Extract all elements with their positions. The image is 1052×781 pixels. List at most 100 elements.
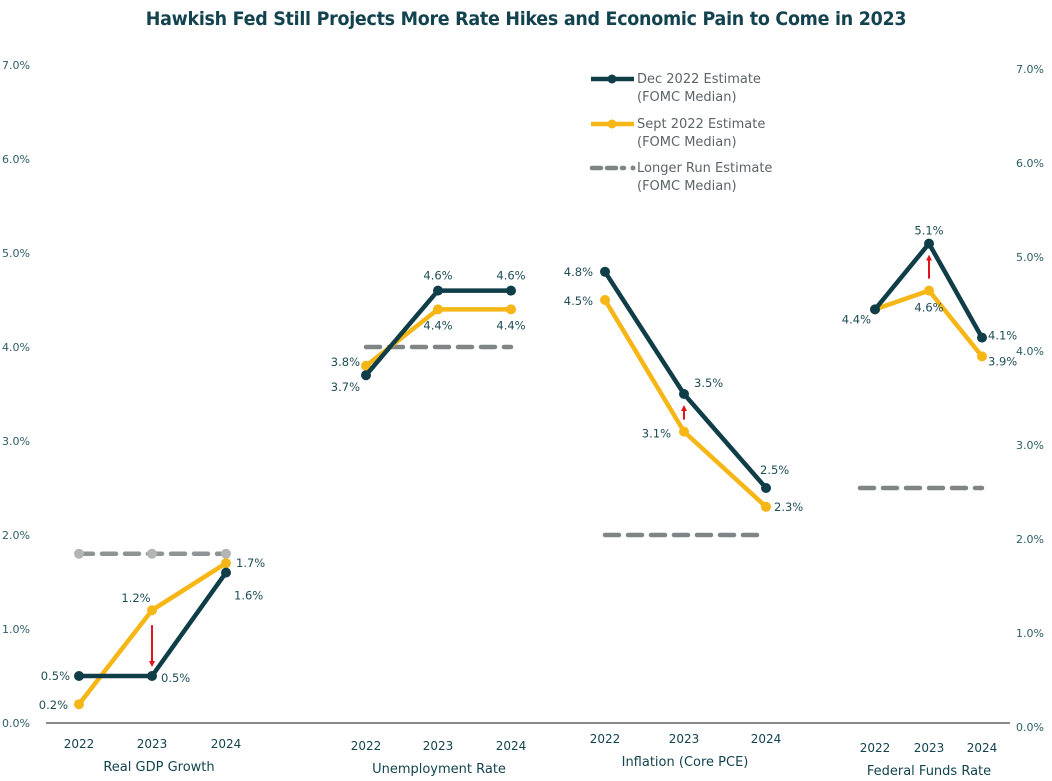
sept-data-label: 3.9%	[988, 354, 1017, 368]
y-tick-left: 6.0%	[2, 153, 30, 166]
group-axis-label: Real GDP Growth	[103, 760, 214, 775]
sept-data-label: 4.4%	[496, 318, 525, 332]
dec-data-label: 5.1%	[914, 224, 943, 238]
sept-data-label: 1.7%	[236, 556, 265, 570]
y-tick-left: 0.0%	[2, 717, 30, 730]
dec-point	[870, 304, 880, 315]
sept-point	[600, 295, 610, 305]
y-tick-left: 5.0%	[2, 247, 30, 260]
legend-marker	[630, 165, 636, 171]
x-tick-label: 2023	[914, 741, 945, 755]
sept-data-label: 3.1%	[642, 427, 671, 441]
legend-label: Sept 2022 Estimate	[637, 117, 765, 132]
y-tick-right: 3.0%	[1016, 439, 1044, 452]
dec-data-label: 4.8%	[564, 265, 593, 279]
legend-marker	[607, 119, 617, 129]
y-axis-right: 0.0% 1.0% 2.0% 3.0% 4.0% 5.0% 6.0% 7.0%	[1016, 63, 1044, 734]
group-axis-label: Inflation (Core PCE)	[622, 755, 749, 770]
x-tick-label: 2024	[967, 741, 998, 755]
sept-data-label: 4.4%	[842, 312, 871, 326]
group-unemployment-rate: 3.7% 4.6% 4.6% 3.8% 4.4% 4.4%	[331, 269, 526, 395]
sept-point	[361, 360, 371, 371]
y-tick-right: 0.0%	[1016, 721, 1044, 734]
sept-point	[433, 304, 443, 315]
dec-data-label: 4.6%	[423, 269, 452, 283]
sept-point	[147, 605, 157, 616]
x-tick-label: 2022	[351, 739, 382, 753]
legend-sublabel: (FOMC Median)	[637, 90, 737, 105]
dec-point	[600, 266, 610, 277]
sept-data-label: 4.5%	[564, 294, 593, 308]
sept-point	[761, 501, 771, 512]
x-tick-label: 2022	[860, 741, 891, 755]
y-tick-left: 7.0%	[2, 59, 30, 72]
dec-point	[74, 671, 84, 681]
group-inflation-core-pce: 4.8% 3.5% 2.5% 4.5% 3.1% 2.3%	[564, 265, 803, 538]
y-tick-right: 4.0%	[1016, 345, 1044, 358]
longrun-point	[221, 548, 231, 559]
longrun-point	[147, 548, 157, 559]
dec-point	[924, 238, 934, 249]
x-tick-label: 2024	[211, 737, 242, 751]
longrun-point	[74, 548, 84, 559]
x-tick-label: 2023	[137, 737, 168, 751]
group-axis-label: Federal Funds Rate	[867, 764, 991, 779]
x-tick-label: 2024	[496, 739, 527, 753]
dec-series-line	[603, 270, 768, 490]
y-tick-right: 1.0%	[1016, 627, 1044, 640]
legend-sublabel: (FOMC Median)	[637, 179, 737, 194]
group-federal-funds-rate: 5.1% 4.1% 4.4% 4.6% 3.9%	[842, 224, 1017, 491]
legend-item-dec: Dec 2022 Estimate (FOMC Median)	[591, 72, 761, 105]
y-tick-right: 5.0%	[1016, 251, 1044, 264]
dec-data-label: 3.5%	[694, 376, 723, 390]
x-tick-label: 2023	[669, 732, 700, 746]
y-tick-left: 1.0%	[2, 623, 30, 636]
series-layer: 0.5% 0.5% 1.6% 0.2% 1.2% 1.7% 3.7% 4.6% 4.6% 3.8%…	[39, 224, 1018, 713]
sept-data-label: 2.3%	[774, 500, 803, 514]
group-axis-label: Unemployment Rate	[372, 762, 506, 777]
y-tick-left: 4.0%	[2, 341, 30, 354]
legend-label: Dec 2022 Estimate	[637, 72, 761, 87]
sept-data-label: 1.2%	[121, 591, 150, 605]
dec-point	[433, 285, 443, 296]
dec-data-label: 2.5%	[760, 463, 789, 477]
dec-data-label: 1.6%	[234, 589, 263, 603]
x-tick-label: 2023	[423, 739, 454, 753]
y-tick-right: 6.0%	[1016, 157, 1044, 170]
dec-point	[506, 285, 516, 296]
x-tick-label: 2024	[751, 732, 782, 746]
dec-point	[679, 389, 689, 399]
legend-item-sept: Sept 2022 Estimate (FOMC Median)	[591, 117, 765, 150]
dec-data-label: 4.6%	[496, 269, 525, 283]
x-tick-label: 2022	[64, 737, 95, 751]
sept-point	[506, 304, 516, 315]
sept-data-label: 3.8%	[331, 355, 360, 369]
sept-data-label: 4.4%	[423, 318, 452, 332]
dec-data-label: 0.5%	[41, 669, 70, 683]
dec-point	[761, 483, 771, 493]
sept-data-label: 4.6%	[914, 301, 943, 315]
group-real-gdp-growth: 0.5% 0.5% 1.6% 0.2% 1.2% 1.7%	[39, 548, 265, 712]
y-tick-right: 7.0%	[1016, 63, 1044, 76]
legend-item-longrun: Longer Run Estimate (FOMC Median)	[589, 161, 772, 194]
y-tick-left: 3.0%	[2, 435, 30, 448]
y-tick-left: 2.0%	[2, 529, 30, 542]
sept-point	[74, 699, 84, 710]
dec-series-line	[364, 288, 511, 377]
sept-point	[679, 426, 689, 437]
legend-label: Longer Run Estimate	[637, 161, 772, 176]
y-tick-right: 2.0%	[1016, 533, 1044, 546]
sept-data-label: 0.2%	[39, 698, 68, 712]
legend: Dec 2022 Estimate (FOMC Median) Sept 2022 …	[589, 72, 772, 194]
sept-point	[924, 285, 934, 296]
dec-data-label: 4.1%	[988, 329, 1017, 343]
dec-point	[221, 567, 231, 578]
dec-data-label: 3.7%	[331, 380, 360, 394]
sept-point	[221, 558, 231, 569]
x-axis: 2022 2023 2024 Real GDP Growth 2022 2023 2024 U…	[64, 732, 998, 779]
dec-point	[147, 671, 157, 681]
y-axis-left: 0.0% 1.0% 2.0% 3.0% 4.0% 5.0% 6.0% 7.0%	[2, 59, 30, 730]
dec-point	[361, 370, 371, 381]
sept-point	[977, 351, 987, 362]
